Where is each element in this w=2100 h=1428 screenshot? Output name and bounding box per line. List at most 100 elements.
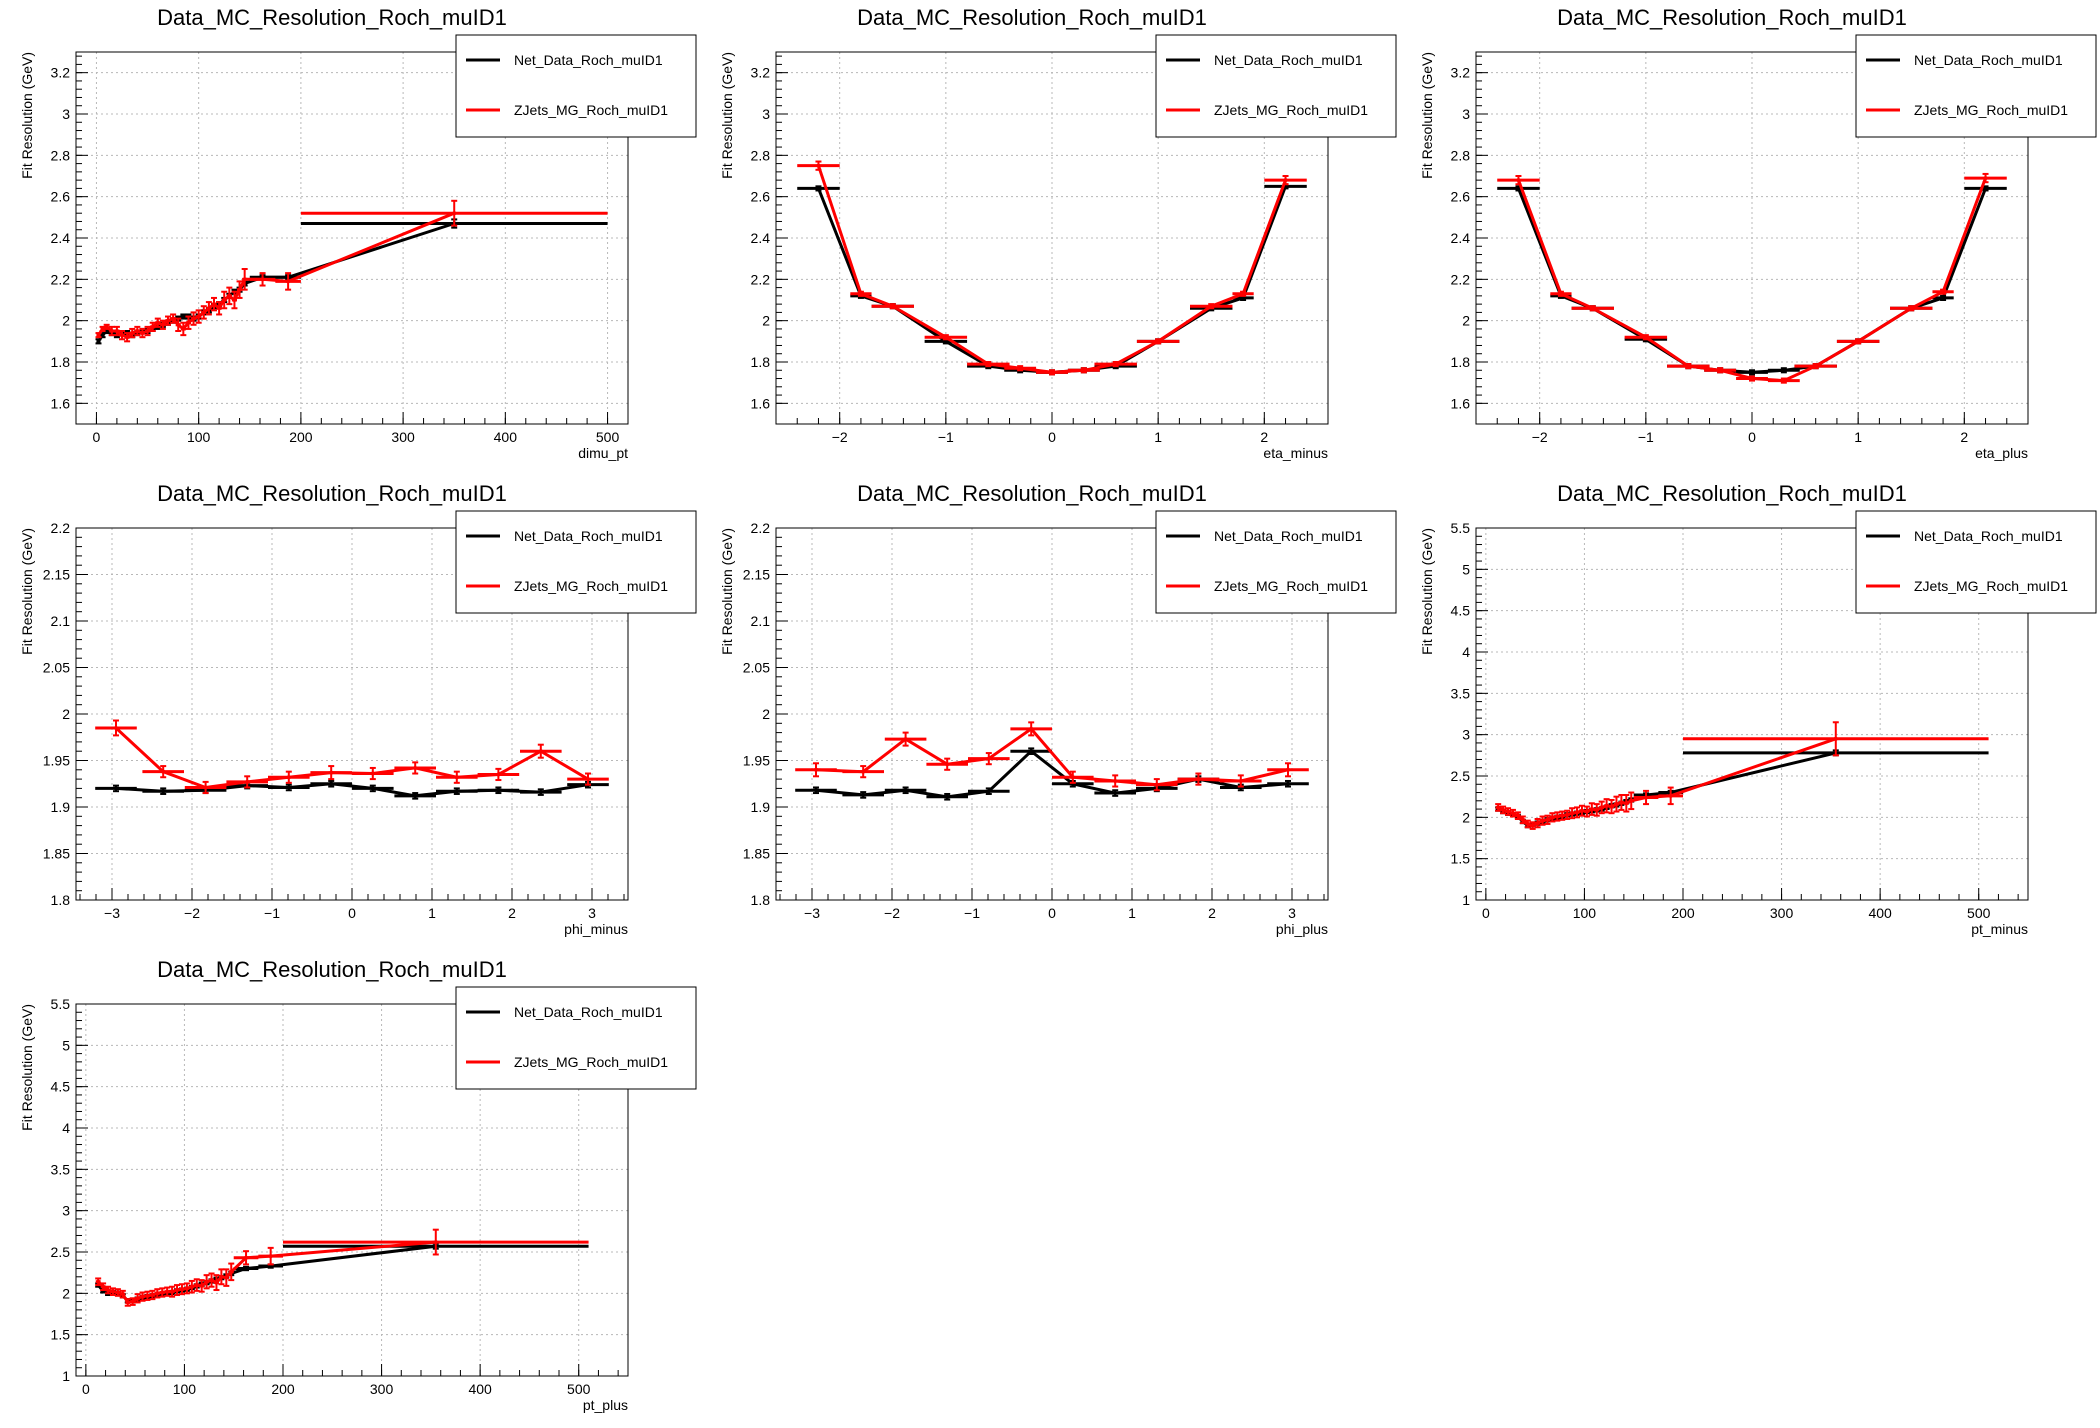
legend: Net_Data_Roch_muID1 ZJets_MG_Roch_muID1 (455, 510, 697, 614)
y-tick-label: 4 (62, 1120, 70, 1136)
data-point (1750, 370, 1754, 375)
y-tick-label: 1.6 (1451, 395, 1471, 411)
legend-box (455, 34, 697, 138)
x-tick-label: 300 (1770, 905, 1794, 921)
data-point (986, 756, 991, 761)
series-mc (797, 160, 1307, 376)
data-point (160, 322, 165, 327)
y-tick-label: 1.9 (51, 799, 71, 815)
y-axis-label: Fit Resolution (GeV) (19, 1004, 35, 1131)
y-tick-label: 2.8 (51, 147, 71, 163)
series-mc (1495, 721, 1989, 830)
y-tick-label: 2.2 (1451, 271, 1471, 287)
data-point (222, 298, 227, 302)
legend-label-data: Net_Data_Roch_muID1 (1214, 528, 1363, 544)
y-axis-label: Fit Resolution (GeV) (19, 528, 35, 655)
legend: Net_Data_Roch_muID1 ZJets_MG_Roch_muID1 (455, 34, 697, 138)
data-point (1941, 295, 1946, 300)
data-point (1535, 821, 1540, 826)
y-tick-label: 2.1 (751, 613, 771, 629)
chart-panel-pt_minus: Data_MC_Resolution_Roch_muID1 0 100 200 300 4… (1400, 476, 2100, 952)
x-tick-label: 0 (93, 429, 101, 445)
legend-label-data: Net_Data_Roch_muID1 (1914, 528, 2063, 544)
y-tick-label: 1.9 (751, 799, 771, 815)
x-tick-label: 200 (1671, 905, 1695, 921)
data-point (1589, 807, 1594, 812)
y-tick-label: 5.5 (1451, 520, 1471, 536)
data-point (114, 725, 118, 730)
data-point (890, 304, 895, 309)
data-point (96, 1279, 101, 1284)
data-point (814, 767, 818, 772)
data-point (286, 785, 291, 790)
x-axis-label: eta_minus (1263, 445, 1328, 461)
data-point (161, 789, 166, 794)
x-axis-label: pt_minus (1971, 921, 2028, 937)
x-tick-label: 0 (1748, 429, 1756, 445)
y-tick-label: 3.5 (51, 1161, 71, 1177)
data-point (175, 1288, 180, 1293)
series-line (1517, 187, 1987, 374)
x-tick-label: 500 (567, 1381, 591, 1397)
data-point (861, 792, 866, 797)
y-tick-label: 2 (62, 1285, 70, 1301)
data-point (1515, 813, 1520, 818)
y-tick-label: 2.05 (743, 660, 770, 676)
y-tick-label: 2.2 (51, 271, 71, 287)
y-tick-label: 2 (62, 313, 70, 329)
x-tick-label: 500 (596, 429, 620, 445)
series-data (1497, 185, 2007, 376)
chart-panel-pt_plus: Data_MC_Resolution_Roch_muID1 0 100 200 300 4… (0, 952, 700, 1428)
data-point (538, 790, 543, 795)
x-tick-label: 1 (1854, 429, 1862, 445)
legend-label-data: Net_Data_Roch_muID1 (514, 528, 663, 544)
y-tick-label: 2.8 (1451, 147, 1471, 163)
data-point (125, 335, 130, 340)
data-point (814, 788, 818, 793)
y-tick-label: 3 (1462, 727, 1470, 743)
x-tick-label: −1 (1638, 429, 1654, 445)
y-tick-label: 4.5 (1451, 603, 1471, 619)
data-point (161, 769, 166, 774)
y-tick-label: 1.8 (51, 892, 71, 908)
data-point (586, 777, 590, 782)
data-point (370, 771, 375, 776)
data-point (454, 789, 459, 794)
x-tick-label: 0 (1482, 905, 1490, 921)
data-point (96, 339, 101, 344)
data-point (1584, 809, 1589, 814)
chart-title: Data_MC_Resolution_Roch_muID1 (857, 5, 1207, 30)
legend-label-mc: ZJets_MG_Roch_muID1 (1914, 578, 2068, 594)
legend-label-mc: ZJets_MG_Roch_muID1 (1914, 102, 2068, 118)
legend: Net_Data_Roch_muID1 ZJets_MG_Roch_muID1 (455, 986, 697, 1090)
data-point (245, 779, 250, 784)
legend-label-mc: ZJets_MG_Roch_muID1 (514, 578, 668, 594)
data-point (189, 1284, 194, 1289)
data-point (1718, 368, 1723, 373)
data-point (1856, 339, 1861, 344)
x-tick-label: 200 (271, 1381, 295, 1397)
data-point (1081, 368, 1086, 373)
data-point (227, 293, 232, 298)
data-point (1283, 178, 1288, 183)
data-point (1604, 803, 1609, 808)
x-tick-label: 1 (1128, 905, 1136, 921)
y-tick-label: 2.6 (51, 189, 71, 205)
x-tick-label: 200 (289, 429, 313, 445)
data-point (209, 1278, 214, 1283)
data-point (114, 329, 119, 333)
data-point (155, 1291, 160, 1296)
data-point (538, 749, 543, 754)
y-tick-label: 1.95 (743, 753, 770, 769)
chart-panel-dimu_pt: Data_MC_Resolution_Roch_muID1 0 100 200 300 4… (0, 0, 700, 476)
plot-frame (1475, 527, 2029, 901)
data-point (165, 1289, 170, 1294)
data-point (191, 316, 196, 321)
y-tick-label: 1.5 (51, 1327, 71, 1343)
chart-svg: Data_MC_Resolution_Roch_muID1 0 100 200 300 4… (19, 957, 697, 1413)
y-tick-label: 1.6 (751, 395, 771, 411)
x-tick-label: 3 (1288, 905, 1296, 921)
y-tick-label: 1.5 (1451, 851, 1471, 867)
data-point (130, 1299, 135, 1304)
data-point (329, 770, 334, 775)
